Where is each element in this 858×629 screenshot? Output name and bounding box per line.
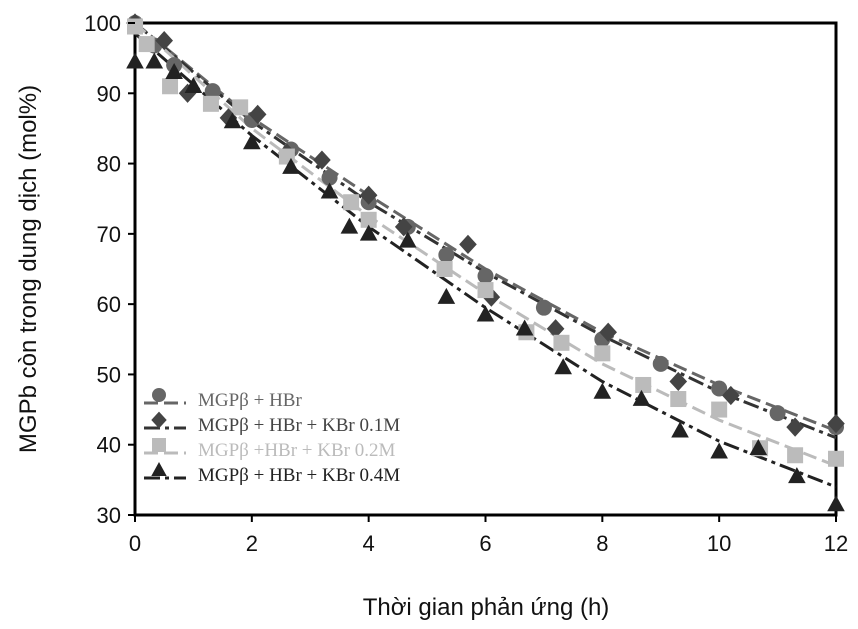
data-point-series-2: [599, 322, 617, 342]
legend: MGPβ + HBr MGPβ + HBr + KBr 0.1M MGPβ +HBr…: [144, 388, 400, 486]
legend-marker-1: [152, 388, 166, 402]
data-point-series-2: [313, 150, 331, 170]
data-point-series-4: [145, 52, 164, 69]
data-point-series-4: [282, 157, 300, 174]
data-point-series-3: [343, 194, 360, 211]
data-point-series-3: [553, 334, 570, 351]
x-tick-label: 0: [129, 531, 141, 556]
data-point-series-3: [670, 391, 687, 408]
legend-marker-4: [151, 461, 167, 476]
x-tick-label: 6: [479, 531, 491, 556]
data-point-series-2: [669, 371, 688, 392]
y-tick-label: 80: [97, 152, 121, 177]
data-point-series-3: [635, 376, 652, 393]
x-tick-label: 2: [246, 531, 258, 556]
data-markers: [126, 13, 845, 512]
data-point-series-2: [155, 30, 174, 51]
y-tick-label: 70: [97, 222, 121, 247]
data-point-series-1: [711, 380, 728, 397]
data-point-series-3: [127, 18, 143, 35]
data-point-series-2: [359, 185, 378, 205]
data-point-series-4: [593, 382, 612, 399]
data-point-series-1: [438, 246, 455, 263]
data-point-series-4: [554, 358, 572, 375]
data-point-series-2: [248, 104, 267, 124]
data-point-series-3: [594, 345, 611, 362]
data-point-series-1: [477, 268, 494, 285]
data-point-series-3: [787, 447, 804, 464]
y-tick-label: 50: [97, 362, 121, 387]
y-tick-label: 60: [97, 292, 121, 317]
y-tick-label: 90: [97, 81, 121, 106]
data-point-series-1: [652, 355, 669, 372]
legend-label-4: MGPβ + HBr + KBr 0.4M: [198, 465, 400, 486]
x-tick-label: 12: [824, 531, 848, 556]
y-tick-label: 30: [97, 503, 121, 528]
data-point-series-3: [711, 401, 728, 418]
data-point-series-4: [710, 442, 728, 459]
y-tick-label: 100: [84, 11, 121, 36]
data-point-series-4: [749, 439, 768, 456]
data-point-series-3: [360, 211, 377, 228]
data-point-series-2: [722, 385, 740, 406]
data-point-series-4: [126, 52, 144, 69]
data-point-series-1: [535, 299, 552, 316]
data-point-series-3: [232, 99, 249, 116]
data-point-series-4: [320, 182, 339, 199]
data-point-series-4: [476, 305, 495, 322]
legend-label-2: MGPβ + HBr + KBr 0.1M: [198, 415, 400, 436]
data-point-series-1: [321, 169, 338, 186]
data-point-series-3: [162, 78, 179, 95]
y-axis-title: MGPb còn trong dung dịch (mol%): [15, 85, 42, 453]
data-point-series-4: [184, 77, 203, 94]
data-point-series-3: [477, 282, 494, 299]
data-point-series-1: [769, 405, 786, 422]
data-point-series-4: [165, 63, 183, 79]
data-point-series-4: [340, 217, 359, 234]
data-point-series-2: [546, 319, 565, 339]
legend-marker-2: [151, 411, 167, 429]
data-point-series-3: [202, 95, 219, 112]
data-point-series-2: [786, 417, 804, 437]
data-point-series-4: [399, 231, 417, 248]
data-point-series-4: [223, 112, 242, 129]
data-point-series-2: [459, 234, 477, 254]
data-point-series-4: [671, 421, 689, 438]
data-point-series-4: [827, 495, 845, 512]
data-point-series-4: [437, 287, 456, 304]
legend-marker-3: [152, 438, 166, 452]
data-point-series-2: [394, 217, 413, 237]
x-tick-label: 4: [363, 531, 375, 556]
axis-ticks: 0 2 4 6 8 10 12 30 40 50 60 70 80 90 100: [84, 11, 848, 556]
data-point-series-3: [138, 36, 155, 53]
legend-label-1: MGPβ + HBr: [198, 390, 302, 411]
x-tick-label: 10: [707, 531, 731, 556]
data-point-series-1: [204, 83, 221, 100]
data-point-series-2: [827, 414, 845, 434]
data-point-series-2: [178, 83, 197, 103]
data-point-series-4: [243, 133, 261, 150]
data-point-series-4: [632, 389, 651, 406]
y-tick-label: 40: [97, 433, 121, 458]
x-axis-title: Thời gian phản ứng (h): [363, 594, 610, 621]
data-point-series-4: [359, 224, 378, 241]
data-point-series-3: [436, 261, 453, 277]
data-point-series-3: [828, 450, 844, 467]
data-point-series-4: [515, 319, 534, 336]
legend-label-3: MGPβ +HBr + KBr 0.2M: [198, 440, 395, 461]
data-point-series-2: [219, 108, 238, 128]
x-tick-label: 8: [596, 531, 608, 556]
data-point-series-4: [788, 467, 806, 484]
